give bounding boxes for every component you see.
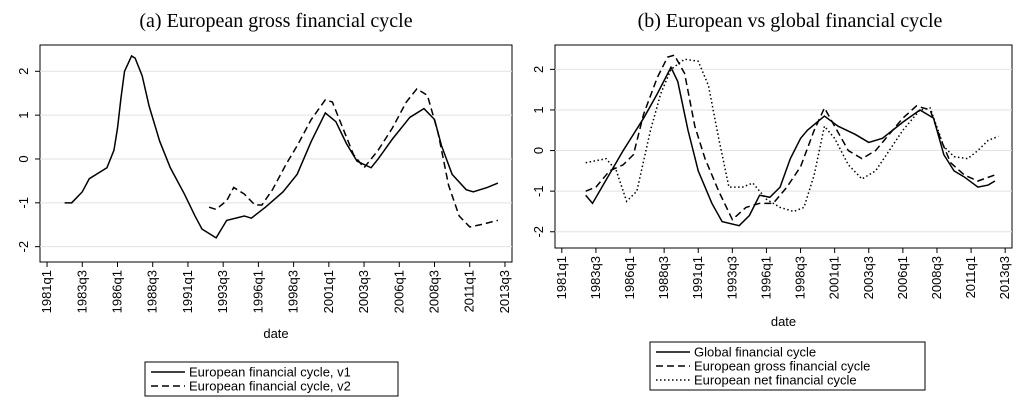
x-tick-label: 2001q1 [321,270,336,313]
x-tick-label: 1991q1 [180,270,195,313]
x-tick-label: 1983q3 [74,270,89,313]
x-tick-label: 2006q1 [895,256,910,299]
y-tick-label: -1 [16,197,31,209]
x-tick-label: 1993q3 [724,256,739,299]
plot-area [554,44,1013,249]
x-tick-label: 1993q3 [215,270,230,313]
y-tick-label: -2 [16,241,31,253]
chart-title: (b) European vs global financial cycle [638,10,943,32]
x-tick-label: 1981q1 [39,270,54,313]
y-tick-label: 1 [16,112,31,119]
y-tick-label: 0 [16,155,31,162]
x-tick-label: 2003q3 [861,256,876,299]
y-tick-label: 2 [16,68,31,75]
x-tick-label: 1991q1 [690,256,705,299]
x-tick-label: 1988q3 [145,270,160,313]
x-tick-label: 2013q3 [497,270,512,313]
x-tick-label: 2003q3 [356,270,371,313]
plot-area [39,44,513,263]
x-tick-label: 2013q3 [997,256,1012,299]
x-tick-label: 1998q3 [793,256,808,299]
x-tick-label: 1996q1 [758,256,773,299]
x-axis-label: date [771,314,796,329]
legend-label: European gross financial cycle [694,359,870,374]
x-tick-label: 2008q3 [929,256,944,299]
x-tick-label: 1996q1 [250,270,265,313]
x-tick-label: 1988q3 [656,256,671,299]
x-tick-label: 2011q1 [963,256,978,298]
line-series [585,54,996,221]
x-axis-label: date [263,326,288,341]
line-series [208,87,499,228]
y-tick-label: -2 [531,226,546,238]
legend-label: Global financial cycle [694,345,816,360]
legend [649,341,926,391]
x-tick-label: 1998q3 [286,270,301,313]
x-tick-label: 2001q1 [827,256,842,299]
legend [144,361,399,397]
x-tick-label: 2008q3 [427,270,442,313]
chart-title: (a) European gross financial cycle [139,10,412,32]
y-tick-label: -1 [531,185,546,197]
y-tick-label: 2 [531,66,546,73]
y-tick-label: 1 [531,106,546,113]
x-tick-label: 1986q1 [109,270,124,313]
legend-label: European financial cycle, v2 [189,379,351,394]
line-series [64,54,499,239]
x-tick-label: 2006q1 [391,270,406,313]
line-series [585,65,996,227]
x-tick-label: 1986q1 [622,256,637,299]
y-tick-label: 0 [531,147,546,154]
x-tick-label: 1981q1 [554,256,569,299]
legend-label: European financial cycle, v1 [189,365,351,380]
x-tick-label: 2011q1 [462,270,477,312]
legend-label: European net financial cycle [694,373,857,388]
x-tick-label: 1983q3 [588,256,603,299]
